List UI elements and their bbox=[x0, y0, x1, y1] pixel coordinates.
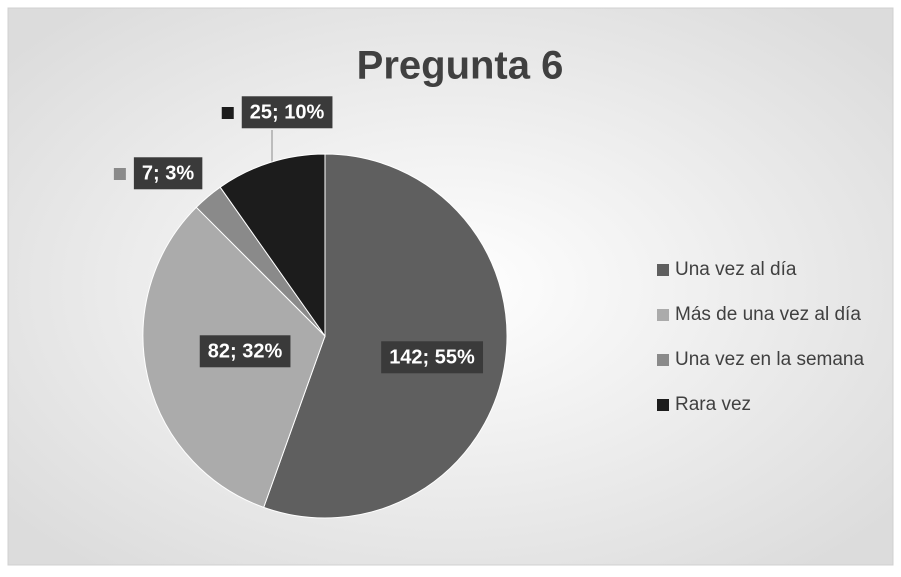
data-label: 25; 10% bbox=[221, 96, 333, 129]
data-label-text: 82; 32% bbox=[208, 340, 283, 362]
chart-title: Pregunta 6 bbox=[357, 44, 564, 88]
data-label-text: 142; 55% bbox=[389, 346, 475, 368]
legend-label: Una vez al día bbox=[675, 259, 797, 280]
legend-label: Rara vez bbox=[675, 394, 751, 415]
data-label: 142; 55% bbox=[381, 341, 484, 374]
data-label-key bbox=[113, 168, 126, 180]
data-label-box bbox=[241, 96, 333, 129]
pie-slice bbox=[263, 153, 508, 519]
legend-label: Una vez en la semana bbox=[675, 349, 864, 370]
data-label-text: 25; 10% bbox=[250, 101, 325, 123]
legend-swatch bbox=[657, 399, 669, 411]
legend-swatch bbox=[657, 309, 669, 321]
data-label-text: 7; 3% bbox=[142, 162, 194, 184]
legend-label: Más de una vez al día bbox=[675, 304, 861, 325]
pie-slice bbox=[219, 153, 326, 338]
data-label-key bbox=[221, 107, 234, 119]
data-label-box bbox=[199, 335, 291, 368]
data-label: 82; 32% bbox=[199, 335, 291, 368]
data-label-box bbox=[381, 341, 484, 374]
data-label-box bbox=[133, 157, 203, 190]
data-label: 7; 3% bbox=[113, 157, 203, 190]
legend-swatch bbox=[657, 354, 669, 366]
legend-swatch bbox=[657, 264, 669, 276]
